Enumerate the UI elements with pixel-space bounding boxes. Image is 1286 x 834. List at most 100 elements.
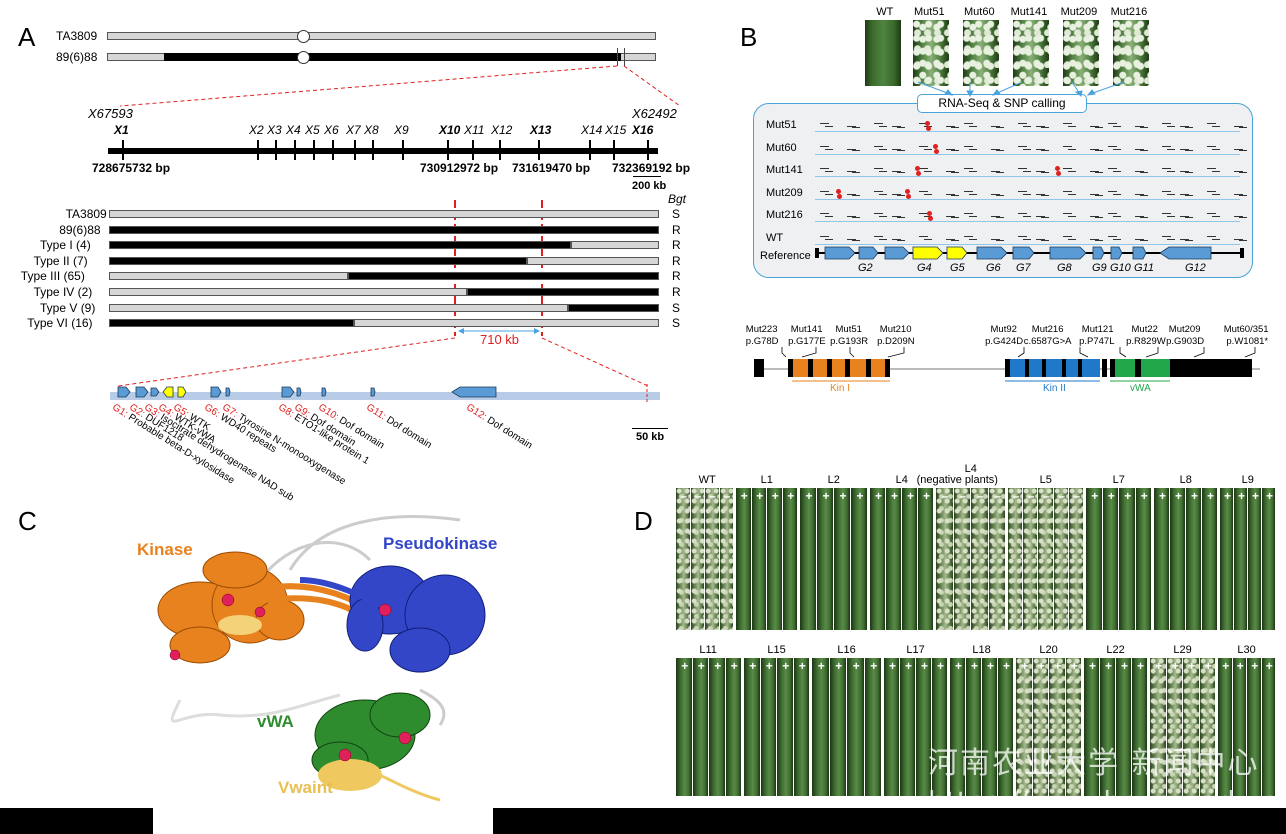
line-label: L17 (906, 644, 925, 656)
row-baseline (815, 221, 1240, 222)
resistance-call: R (672, 238, 681, 253)
transgene-sign: + (971, 659, 979, 673)
leaf-image (865, 20, 901, 86)
read-mark (1108, 145, 1117, 147)
read-mark (1063, 190, 1072, 192)
leaf-image (1261, 658, 1275, 796)
read-mark (892, 193, 901, 195)
row-label: Mut216 (766, 209, 803, 221)
transgene-sign: + (782, 659, 790, 673)
reference-gene-label: G10 (1110, 262, 1131, 274)
read-mark (1113, 216, 1121, 217)
line-label: L29 (1173, 644, 1192, 656)
leaf-image (1100, 658, 1115, 796)
marker-tick (332, 140, 334, 160)
read-mark (1162, 168, 1171, 169)
read-mark (924, 148, 932, 150)
transgene-sign: + (955, 659, 963, 673)
leaf-image (886, 488, 901, 630)
transgene-sign: + (1171, 659, 1179, 673)
read-mark (946, 171, 955, 172)
transgene-sign: + (1252, 489, 1260, 503)
genotype-bar-segment (109, 288, 467, 296)
leaf-image (719, 488, 733, 630)
box-title: RNA-Seq & SNP calling (917, 94, 1087, 113)
read-mark (1090, 193, 1099, 195)
read-mark (946, 126, 955, 127)
snp-dot (1055, 166, 1060, 171)
marker-label: X15 (605, 123, 627, 137)
read-mark (1185, 149, 1193, 151)
group-divider (868, 488, 870, 630)
read-mark (951, 127, 959, 128)
read-mark (1063, 145, 1072, 147)
read-mark (969, 126, 977, 127)
leaf-image (1154, 488, 1169, 630)
marker-tick (313, 140, 315, 160)
read-mark (1095, 149, 1103, 151)
read-mark (825, 238, 833, 240)
read-mark (1041, 149, 1049, 151)
read-mark (1180, 171, 1189, 172)
transgene-sign: + (749, 659, 757, 673)
transgene-sign: + (839, 489, 847, 503)
mutation-name: Mut22 (1131, 324, 1158, 335)
read-mark (892, 126, 901, 127)
genotype-bar-segment (353, 319, 659, 328)
group-divider (1276, 488, 1278, 630)
read-mark (1234, 171, 1243, 172)
mutation-name: Mut92 (990, 324, 1017, 335)
snp-dot (934, 148, 939, 154)
reference-gene-label: G6 (986, 262, 1001, 274)
read-mark (996, 127, 1004, 128)
snp-dot (928, 216, 933, 221)
leaf-image (953, 488, 970, 630)
transgene-sign: + (923, 489, 931, 503)
read-mark (1207, 213, 1216, 214)
read-mark (897, 239, 905, 241)
line-label: L20 (1039, 644, 1058, 656)
transgene-sign: + (1140, 489, 1148, 503)
marker-label: X8 (364, 123, 379, 137)
read-mark (969, 216, 977, 217)
read-mark (847, 238, 856, 240)
read-mark (924, 171, 932, 172)
leaf-image (1234, 488, 1247, 630)
snp-dot (925, 121, 930, 126)
transgene-sign: – (976, 489, 984, 503)
leaf-image (1053, 488, 1068, 630)
snp-dot (1056, 171, 1061, 176)
group-divider (1082, 658, 1084, 796)
leaf-image (936, 488, 953, 630)
read-mark (919, 213, 928, 214)
read-mark (1180, 193, 1189, 195)
read-mark (1023, 193, 1031, 195)
read-mark (1023, 148, 1031, 150)
marker-tick (447, 140, 449, 160)
read-mark (1095, 172, 1103, 173)
read-mark (991, 216, 1000, 217)
read-mark (969, 238, 977, 240)
genotype-bar-segment (109, 256, 527, 265)
read-mark (1239, 194, 1247, 196)
read-mark (1063, 168, 1072, 169)
transgene-sign: + (730, 659, 738, 673)
snp-dot (927, 211, 932, 216)
mutation-change: c.6587G>A (1023, 336, 1072, 347)
transgene-sign: + (1175, 489, 1183, 503)
read-mark (820, 190, 829, 192)
marker-label: X3 (267, 123, 282, 137)
transgene-sign: + (714, 659, 722, 673)
read-mark (1162, 235, 1171, 237)
row-baseline (815, 243, 1240, 245)
leaf-image (1119, 488, 1135, 630)
reference-gene-label: G4 (917, 262, 932, 274)
transgene-sign: + (921, 659, 929, 673)
transgene-sign: + (697, 659, 705, 673)
mutation-change: p.P747L (1079, 336, 1115, 347)
read-mark (874, 190, 883, 192)
read-mark (1108, 123, 1117, 124)
region-tick (624, 48, 625, 66)
transgene-sign: + (870, 659, 878, 673)
transgene-sign: + (1188, 659, 1196, 673)
